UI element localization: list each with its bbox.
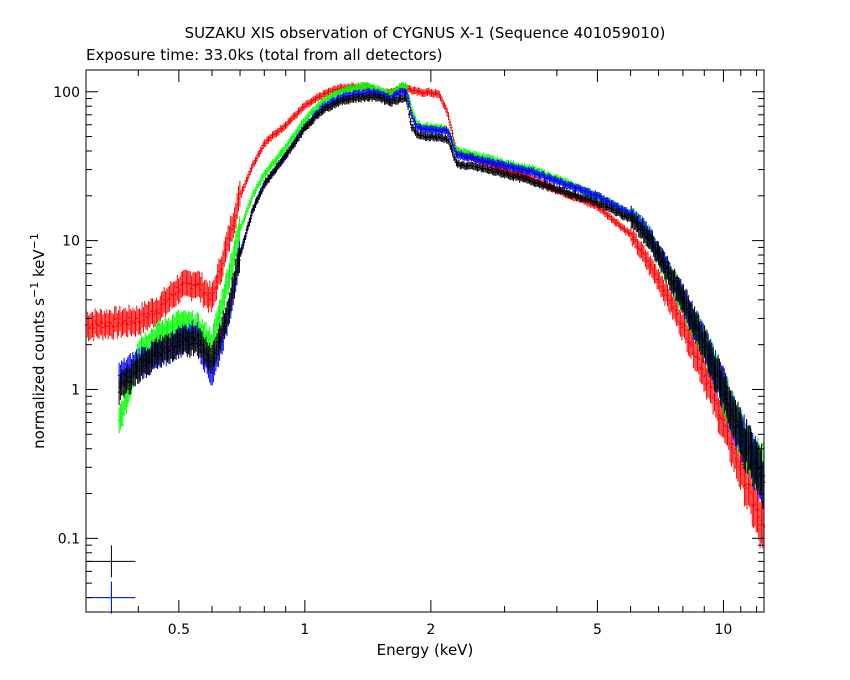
chart-subtitle: Exposure time: 33.0ks (total from all de…	[86, 46, 442, 64]
x-ticks-group: 0.5 1 2 5 10	[85, 70, 758, 638]
y-axis-label-sup2: −1	[28, 233, 41, 249]
y-axis-label: normalized counts s−1 keV−1	[28, 233, 48, 449]
y-tick-label: 1	[71, 382, 80, 398]
y-axis-label-mid: keV	[30, 249, 48, 282]
series-3	[117, 92, 766, 509]
x-axis-label: Energy (keV)	[377, 641, 474, 659]
series-0	[84, 82, 766, 551]
error-marker-2	[87, 581, 136, 614]
x-tick-label: 2	[426, 622, 435, 638]
error-marker-0	[87, 545, 136, 578]
data-series-group	[84, 81, 766, 614]
y-tick-label: 10	[62, 234, 80, 250]
y-ticks-group: 0.1 1 10 100	[53, 85, 764, 599]
y-axis-label-sup1: −1	[28, 282, 41, 298]
y-axis-label-base: normalized counts s	[30, 298, 48, 449]
chart-title: SUZAKU XIS observation of CYGNUS X-1 (Se…	[185, 24, 666, 42]
x-tick-label: 5	[593, 622, 602, 638]
x-tick-label: 0.5	[168, 622, 190, 638]
x-tick-label: 1	[300, 622, 309, 638]
plot-frame	[85, 69, 765, 613]
series-3-points	[117, 92, 766, 509]
y-tick-label: 0.1	[58, 531, 80, 547]
y-tick-label: 100	[53, 85, 80, 101]
x-tick-label: 10	[715, 622, 733, 638]
series-0-points	[84, 82, 766, 551]
